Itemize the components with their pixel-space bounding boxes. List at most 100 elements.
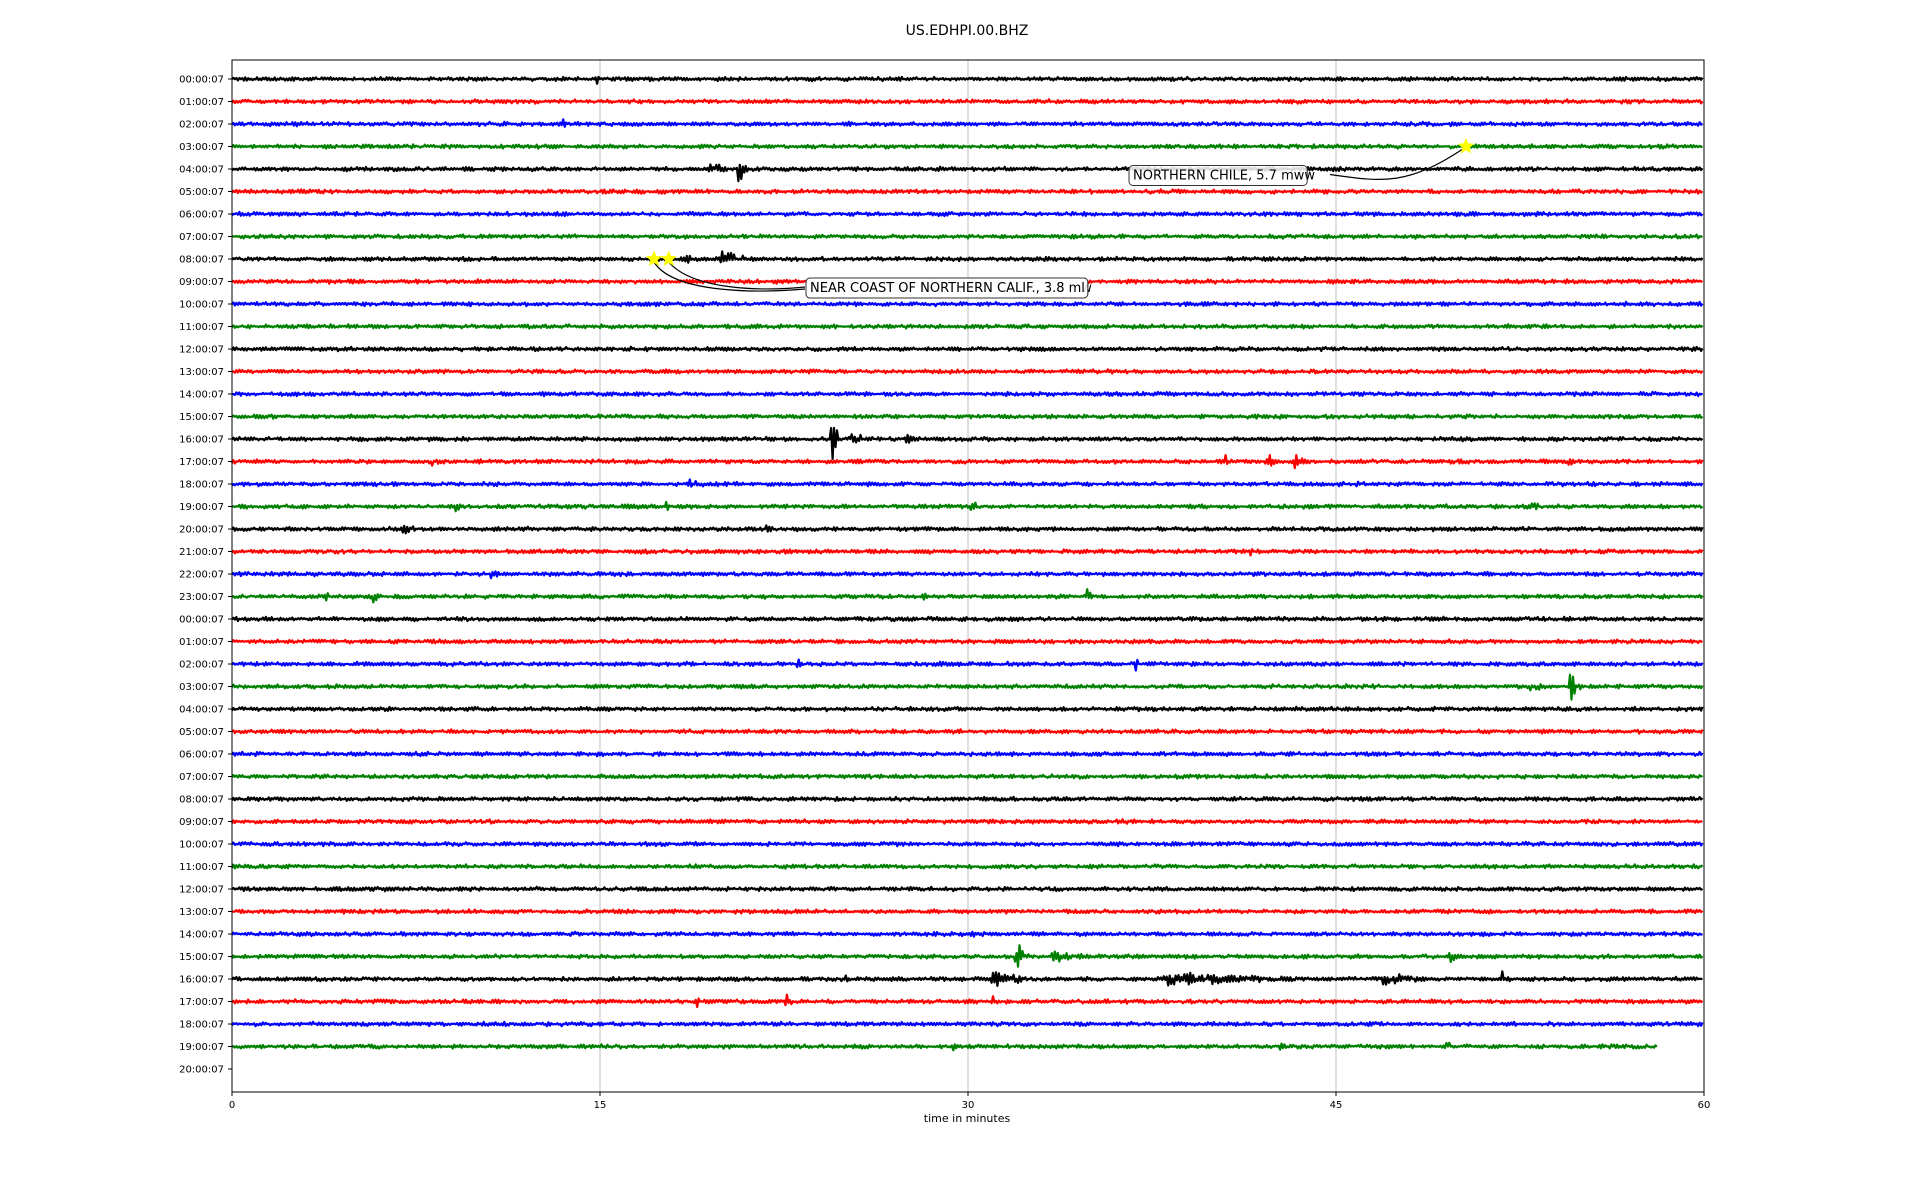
- row-time-label: 19:00:07: [179, 1042, 224, 1053]
- annotation-box: [805, 277, 1089, 299]
- row-time-label: 03:00:07: [179, 682, 224, 693]
- row-time-labels: 00:00:07 01:00:07 02:00:07 03:00:07 04:00:07…: [179, 75, 232, 1076]
- row-time-label: 02:00:07: [179, 120, 224, 131]
- row-time-label: 15:00:07: [179, 412, 224, 423]
- row-time-label: 05:00:07: [179, 727, 224, 738]
- annotation-label: NORTHERN CHILE, 5.7 mww: [1133, 169, 1315, 184]
- trace-row: [231, 524, 1704, 535]
- trace-row: [231, 930, 1703, 938]
- row-time-label: 19:00:07: [179, 502, 224, 513]
- row-time-label: 08:00:07: [179, 795, 224, 806]
- annotation-box: [1128, 165, 1308, 186]
- trace-row: [231, 615, 1704, 623]
- row-time-label: 04:00:07: [179, 705, 224, 716]
- trace-row: [231, 188, 1704, 195]
- trace-row: [231, 454, 1704, 470]
- row-time-label: 00:00:07: [179, 75, 224, 86]
- event-annotations: NORTHERN CHILE, 5.7 mww NEAR COAST OF NOR…: [645, 137, 1475, 299]
- row-time-label: 10:00:07: [179, 300, 224, 311]
- x-tick-label: 30: [962, 1100, 975, 1111]
- event-star-icon: [660, 250, 677, 267]
- trace-row: [231, 368, 1704, 375]
- annotation-label: NEAR COAST OF NORTHERN CALIF., 3.8 ml: [810, 281, 1085, 296]
- trace-row: [231, 426, 1704, 460]
- row-time-label: 11:00:07: [179, 862, 224, 873]
- event-star-icon: [1457, 137, 1475, 154]
- row-time-label: 05:00:07: [179, 187, 224, 198]
- trace-row: [231, 118, 1704, 128]
- row-time-label: 07:00:07: [179, 772, 224, 783]
- trace-row: [231, 300, 1704, 308]
- x-axis-label: time in minutes: [924, 1112, 1011, 1125]
- trace-row: [231, 570, 1704, 580]
- row-time-label: 08:00:07: [179, 255, 224, 266]
- row-time-label: 16:00:07: [179, 975, 224, 986]
- trace-row: [231, 840, 1704, 848]
- row-time-label: 21:00:07: [179, 547, 224, 558]
- trace-row: [231, 75, 1704, 85]
- trace-row: [231, 908, 1704, 915]
- row-time-label: 20:00:07: [179, 1065, 224, 1076]
- plot-frame: [231, 59, 1705, 1093]
- trace-row: [231, 98, 1704, 105]
- trace-row: [231, 818, 1703, 825]
- trace-row: [231, 885, 1704, 893]
- row-time-label: 11:00:07: [179, 322, 224, 333]
- trace-row: [231, 345, 1704, 353]
- trace-row: [231, 705, 1704, 713]
- row-time-label: 17:00:07: [179, 457, 224, 468]
- trace-row: [231, 728, 1704, 735]
- trace-row: [231, 143, 1704, 150]
- row-time-label: 14:00:07: [179, 390, 224, 401]
- trace-row: [231, 944, 1704, 968]
- row-time-label: 07:00:07: [179, 232, 224, 243]
- trace-row: [231, 548, 1704, 557]
- trace-row: [231, 163, 1704, 183]
- x-tick-label: 60: [1698, 1100, 1711, 1111]
- trace-row: [231, 478, 1704, 488]
- trace-row: [230, 863, 1704, 870]
- trace-row: [231, 673, 1704, 701]
- row-time-label: 18:00:07: [179, 480, 224, 491]
- event-star-icon: [645, 250, 663, 267]
- trace-row: [231, 500, 1704, 513]
- row-time-label: 12:00:07: [179, 345, 224, 356]
- trace-row: [231, 750, 1704, 758]
- trace-row: [231, 638, 1704, 645]
- x-tick-label: 0: [229, 1100, 235, 1111]
- trace-row: [231, 658, 1704, 672]
- trace-row: [231, 1041, 1658, 1052]
- annotation-connector: [668, 261, 806, 290]
- row-time-label: 17:00:07: [179, 997, 224, 1008]
- row-time-label: 10:00:07: [179, 840, 224, 851]
- row-time-label: 06:00:07: [179, 750, 224, 761]
- row-time-label: 01:00:07: [179, 637, 224, 648]
- row-time-label: 04:00:07: [179, 165, 224, 176]
- row-time-label: 15:00:07: [179, 952, 224, 963]
- trace-row: [231, 413, 1704, 420]
- row-time-label: 01:00:07: [179, 97, 224, 108]
- trace-row: [231, 233, 1704, 240]
- row-time-label: 20:00:07: [179, 525, 224, 536]
- annotation-connector: [653, 261, 806, 292]
- row-time-label: 12:00:07: [179, 885, 224, 896]
- row-time-label: 23:00:07: [179, 592, 224, 603]
- row-time-label: 14:00:07: [179, 930, 224, 941]
- x-axis-ticks: 0 15 30 45 60: [229, 1092, 1711, 1111]
- trace-row: [231, 1020, 1704, 1028]
- row-time-label: 09:00:07: [179, 817, 224, 828]
- chart-title: US.EDHPI.00.BHZ: [906, 23, 1029, 39]
- trace-row: [231, 993, 1704, 1009]
- row-time-label: 18:00:07: [179, 1020, 224, 1031]
- annotation-connector: [1329, 148, 1463, 181]
- trace-row: [231, 970, 1703, 987]
- row-time-label: 13:00:07: [179, 367, 224, 378]
- row-time-label: 03:00:07: [179, 142, 224, 153]
- trace-row: [231, 210, 1704, 218]
- row-time-label: 16:00:07: [179, 435, 224, 446]
- trace-row: [231, 795, 1704, 803]
- row-time-label: 00:00:07: [179, 615, 224, 626]
- row-time-label: 13:00:07: [179, 907, 224, 918]
- row-time-label: 09:00:07: [179, 277, 224, 288]
